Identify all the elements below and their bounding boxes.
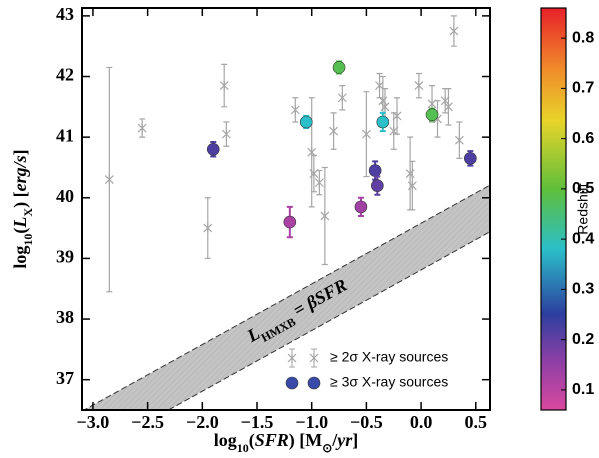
point xyxy=(464,152,477,165)
gray-marker xyxy=(380,101,390,112)
y-tick-label: 37 xyxy=(56,368,74,388)
gray-marker xyxy=(329,126,339,137)
colorbar-tick-label: 0.8 xyxy=(572,29,594,46)
gray-marker xyxy=(314,177,324,188)
gray-marker xyxy=(219,80,229,91)
legend-marker xyxy=(287,353,297,363)
plot-area: LHMXB = βSFR xyxy=(83,15,490,410)
x-tick-label: −1.5 xyxy=(241,412,274,432)
colorbar-tick-label: 0.2 xyxy=(572,331,594,348)
legend-marker xyxy=(307,376,321,390)
y-axis-label-part: X xyxy=(21,208,35,217)
gray-marker xyxy=(361,129,371,140)
x-axis-label-part: 10 xyxy=(237,441,249,455)
y-tick-label: 38 xyxy=(56,307,74,327)
y-tick-label: 42 xyxy=(56,65,74,85)
colorbar-label: Redshift xyxy=(575,183,591,234)
point xyxy=(371,179,384,192)
colorbar-tick-label: 0.3 xyxy=(572,281,594,298)
x-axis-label-part: ) [M xyxy=(289,430,322,451)
legend-marker xyxy=(309,353,319,363)
y-tick-label: 39 xyxy=(56,247,74,267)
colorbar-tick-label: 0.4 xyxy=(572,230,594,247)
gray-marker xyxy=(290,104,300,115)
y-axis-label-part: 10 xyxy=(21,234,35,246)
gray-marker xyxy=(414,80,424,91)
x-axis-label: log10(SFR) [M⊙/yr] xyxy=(214,430,359,455)
y-axis-label-part: log xyxy=(10,246,30,269)
y-axis-label-part: ] xyxy=(10,149,30,155)
x-axis-label-part: ] xyxy=(352,430,358,450)
colorbar-tick-label: 0.5 xyxy=(572,180,594,197)
gray-marker xyxy=(449,26,459,37)
overlay: −3.0 −2.5 −2.0 −1.5 −1.0 −0.5 0.0 0.5 37 38 39 40 41… xyxy=(10,4,490,455)
x-axis-label-part: ⊙ xyxy=(322,441,332,455)
x-axis-label-part: SFR xyxy=(255,430,289,450)
gray-marker xyxy=(392,110,402,121)
gray-marker xyxy=(104,174,114,185)
x-tick-label: −3.0 xyxy=(77,412,110,432)
gray-marker xyxy=(320,210,330,221)
gray-marker xyxy=(221,129,231,140)
gray-marker xyxy=(405,168,415,179)
band-edge xyxy=(83,184,490,410)
x-tick-label: −0.5 xyxy=(350,412,383,432)
x-tick-label: −2.5 xyxy=(131,412,164,432)
colorbar-tick-label: 0.1 xyxy=(572,381,594,398)
y-axis-label-part: erg/s xyxy=(10,155,30,191)
point xyxy=(376,115,390,129)
point xyxy=(368,164,382,177)
colorbar-tick-label: 0.7 xyxy=(572,80,594,97)
gray-marker xyxy=(407,180,417,191)
plot-frame xyxy=(81,7,491,411)
y-tick-label: 40 xyxy=(56,186,74,206)
y-tick-label: 43 xyxy=(56,4,74,24)
x-axis-label-part: log xyxy=(214,430,237,450)
legend-label: ≥ 3σ X-ray sources xyxy=(330,374,448,390)
x-tick-label: −2.0 xyxy=(186,412,219,432)
x-tick-label: −1.0 xyxy=(295,412,328,432)
point xyxy=(283,215,297,229)
point xyxy=(354,200,368,214)
y-tick-label: 41 xyxy=(56,125,74,145)
x-tick-label: 0.5 xyxy=(465,412,488,432)
band-edge xyxy=(167,231,490,410)
point xyxy=(299,115,313,129)
x-axis-label-part: yr xyxy=(335,430,353,450)
colorbar-tick-label: 0.6 xyxy=(572,130,594,147)
y-axis-label: log10(LX) [erg/s] xyxy=(10,149,35,268)
point xyxy=(425,108,439,122)
y-axis-label-part: ) [ xyxy=(10,191,31,208)
x-tick-label: 0.0 xyxy=(410,412,433,432)
gray-marker xyxy=(203,223,213,234)
gray-marker xyxy=(444,101,453,112)
x-axis-label-part: / xyxy=(331,430,338,450)
gray-marker xyxy=(137,123,147,134)
colorbar xyxy=(540,7,567,411)
x-axis-label-part: ( xyxy=(249,430,255,451)
legend-label: ≥ 2σ X-ray sources xyxy=(330,349,448,365)
legend-marker xyxy=(285,376,299,390)
point xyxy=(206,142,220,156)
gray-marker xyxy=(337,92,347,103)
point xyxy=(332,61,346,74)
y-axis-label-part: L xyxy=(10,217,30,229)
gray-marker xyxy=(454,135,464,146)
y-axis-label-part: ( xyxy=(10,228,31,234)
